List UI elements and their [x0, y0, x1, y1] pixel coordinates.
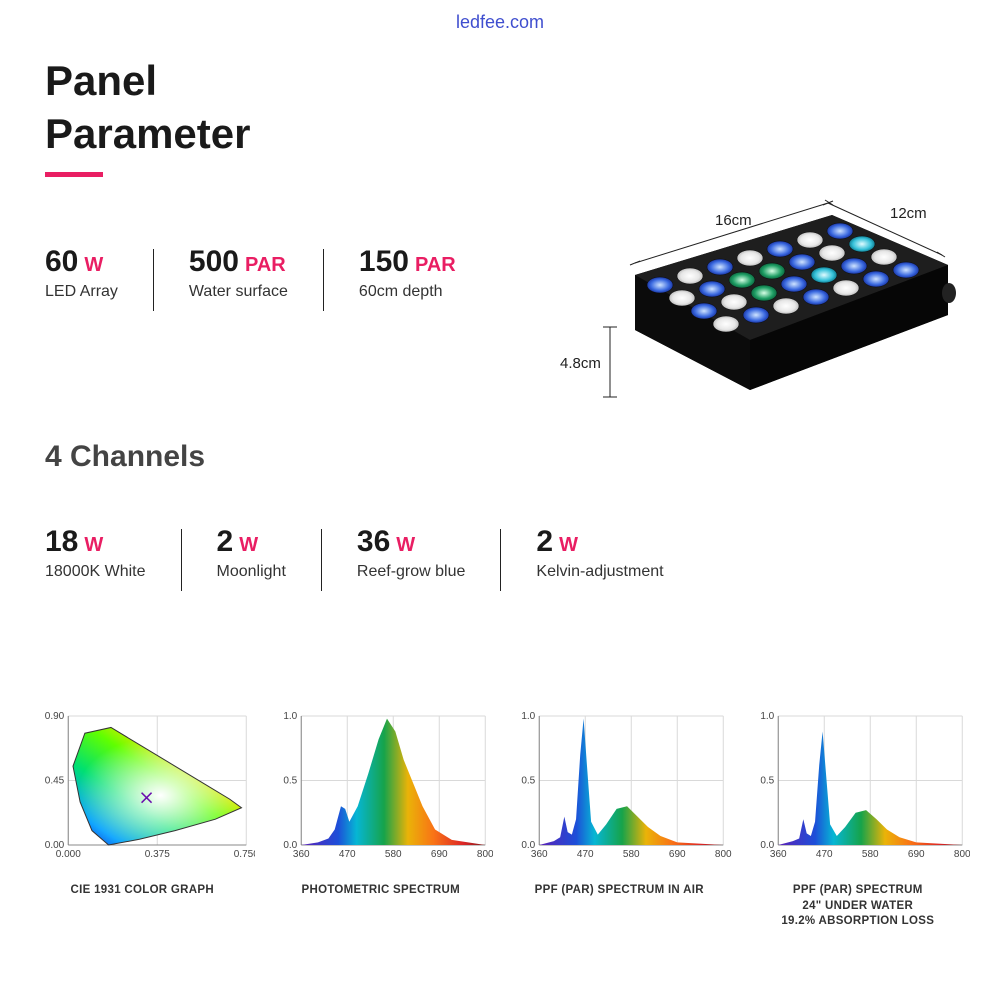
stat-block: 500 PAR Water surface [189, 245, 323, 301]
chart-block: 3604705806908000.00.51.0PPF (PAR) SPECTR… [746, 708, 971, 930]
svg-text:0.90: 0.90 [45, 711, 65, 722]
stat-block: 2W Moonlight [217, 525, 321, 581]
chart-block: 0.0000.3750.7500.000.450.90CIE 1931 COLO… [30, 708, 255, 930]
stat-caption: 18000K White [45, 563, 146, 581]
stat-block: 2W Kelvin-adjustment [536, 525, 698, 581]
stat-number: 2 [217, 525, 234, 559]
stat-number: 36 [357, 525, 390, 559]
svg-text:1.0: 1.0 [760, 711, 774, 722]
stat-caption: Kelvin-adjustment [536, 563, 663, 581]
channels-heading: 4 Channels [45, 440, 205, 474]
svg-text:800: 800 [715, 849, 732, 860]
chart-caption: PPF (PAR) SPECTRUM IN AIR [535, 883, 704, 899]
svg-text:0.5: 0.5 [283, 776, 297, 787]
dim-width: 12cm [890, 205, 927, 222]
stat-unit: W [239, 534, 258, 557]
chart-block: 3604705806908000.00.51.0PHOTOMETRIC SPEC… [269, 708, 494, 930]
svg-text:0.5: 0.5 [521, 776, 535, 787]
stat-divider [181, 529, 182, 591]
stat-value: 18 W [45, 525, 146, 559]
title-underline [45, 172, 103, 177]
stat-number: 150 [359, 245, 409, 279]
stat-value: 2W [217, 525, 286, 559]
stat-caption: Water surface [189, 283, 288, 301]
stat-block: 36 W Reef-grow blue [357, 525, 501, 581]
svg-text:580: 580 [384, 849, 401, 860]
svg-text:690: 690 [669, 849, 686, 860]
stat-divider [323, 249, 324, 311]
stat-number: 60 [45, 245, 78, 279]
stat-value: 500 PAR [189, 245, 288, 279]
stat-value: 2W [536, 525, 663, 559]
svg-text:470: 470 [815, 849, 832, 860]
svg-text:0.00: 0.00 [45, 840, 65, 851]
svg-text:0.5: 0.5 [760, 776, 774, 787]
svg-text:0.0: 0.0 [283, 840, 297, 851]
stat-divider [153, 249, 154, 311]
stat-divider [321, 529, 322, 591]
chart-caption: PHOTOMETRIC SPECTRUM [302, 883, 461, 899]
stat-block: 150 PAR 60cm depth [359, 245, 491, 301]
svg-text:800: 800 [476, 849, 493, 860]
stat-block: 18 W 18000K White [45, 525, 181, 581]
svg-text:1.0: 1.0 [521, 711, 535, 722]
stat-caption: Moonlight [217, 563, 286, 581]
stat-caption: Reef-grow blue [357, 563, 466, 581]
product-illustration: 16cm 12cm 4.8cm [540, 175, 970, 465]
chart-block: 3604705806908000.00.51.0PPF (PAR) SPECTR… [507, 708, 732, 930]
spectrum-chart: 3604705806908000.00.51.0 [507, 708, 732, 863]
stat-unit: PAR [245, 254, 286, 277]
svg-text:0.0: 0.0 [760, 840, 774, 851]
page-title: Panel Parameter [45, 55, 250, 160]
stat-value: 36 W [357, 525, 466, 559]
svg-text:690: 690 [907, 849, 924, 860]
svg-text:1.0: 1.0 [283, 711, 297, 722]
stat-unit: PAR [415, 254, 456, 277]
stat-unit: W [559, 534, 578, 557]
title-line-2: Parameter [45, 110, 250, 157]
stat-unit: W [84, 254, 103, 277]
stat-value: 150 PAR [359, 245, 456, 279]
svg-text:690: 690 [430, 849, 447, 860]
stat-number: 2 [536, 525, 553, 559]
svg-text:0.45: 0.45 [45, 776, 65, 787]
primary-stats-row: 60 W LED Array 500 PAR Water surface 150 PAR 60c… [45, 245, 491, 311]
svg-text:800: 800 [953, 849, 970, 860]
page-header: Panel Parameter [45, 55, 250, 177]
watermark-link: ledfee.com [456, 12, 544, 33]
spectrum-chart: 3604705806908000.00.51.0 [269, 708, 494, 863]
svg-text:0.750: 0.750 [234, 849, 255, 860]
stat-number: 18 [45, 525, 78, 559]
stat-block: 60 W LED Array [45, 245, 153, 301]
spectrum-chart: 3604705806908000.00.51.0 [746, 708, 971, 863]
chart-caption: PPF (PAR) SPECTRUM24" UNDER WATER19.2% A… [781, 883, 934, 930]
stat-divider [500, 529, 501, 591]
dim-height: 4.8cm [560, 355, 601, 372]
charts-row: 0.0000.3750.7500.000.450.90CIE 1931 COLO… [30, 708, 970, 930]
chart-caption: CIE 1931 COLOR GRAPH [71, 883, 214, 899]
dim-length: 16cm [715, 212, 752, 229]
title-line-1: Panel [45, 57, 157, 104]
stat-caption: LED Array [45, 283, 118, 301]
svg-text:580: 580 [623, 849, 640, 860]
stat-caption: 60cm depth [359, 283, 456, 301]
secondary-stats-row: 18W18000K White2WMoonlight36WReef-grow b… [45, 525, 699, 591]
cie-chart: 0.0000.3750.7500.000.450.90 [30, 708, 255, 863]
svg-text:0.375: 0.375 [145, 849, 170, 860]
svg-text:580: 580 [861, 849, 878, 860]
stat-value: 60 W [45, 245, 118, 279]
svg-text:470: 470 [338, 849, 355, 860]
svg-text:0.0: 0.0 [521, 840, 535, 851]
svg-text:470: 470 [577, 849, 594, 860]
stat-number: 500 [189, 245, 239, 279]
stat-unit: W [396, 534, 415, 557]
stat-unit: W [84, 534, 103, 557]
